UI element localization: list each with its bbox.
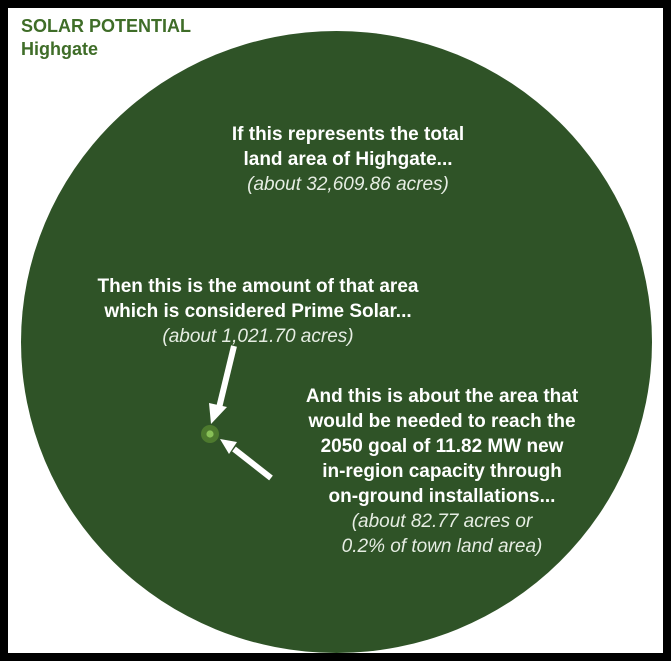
prime-solar-arrow-head — [209, 403, 227, 424]
circles-and-arrows — [201, 345, 273, 481]
prime-solar-label: Then this is the amount of that area whi… — [48, 274, 468, 349]
goal-area-arrow-shaft — [232, 446, 273, 481]
prime-solar-arrow-shaft — [216, 345, 237, 409]
prime-solar-note: (about 1,021.70 acres) — [162, 326, 354, 347]
title-block: SOLAR POTENTIAL Highgate — [21, 15, 191, 61]
goal-area-circle — [206, 430, 214, 438]
goal-area-line-5: on-ground installations... — [328, 486, 556, 507]
goal-area-line-2: would be needed to reach the — [308, 411, 576, 432]
goal-area-note-1: (about 82.77 acres or — [351, 511, 533, 532]
goal-area-line-1: And this is about the area that — [305, 386, 579, 407]
goal-area-label: And this is about the area that would be… — [242, 384, 642, 559]
total-area-line-1: If this represents the total — [231, 124, 465, 145]
total-area-note: (about 32,609.86 acres) — [247, 174, 449, 195]
total-area-line-2: land area of Highgate... — [243, 149, 453, 170]
town-name: Highgate — [21, 39, 99, 59]
goal-area-line-4: in-region capacity through — [322, 461, 562, 482]
total-area-label: If this represents the total land area o… — [178, 122, 518, 197]
solar-potential-panel: SOLAR POTENTIAL Highgate If this represe… — [8, 8, 663, 653]
prime-solar-line-2: which is considered Prime Solar... — [104, 301, 412, 322]
chart-title: SOLAR POTENTIAL — [21, 16, 191, 36]
total-land-area-circle — [21, 31, 652, 653]
prime-solar-line-1: Then this is the amount of that area — [97, 276, 419, 297]
goal-area-line-3: 2050 goal of 11.82 MW new — [320, 436, 564, 457]
goal-area-arrow-head — [220, 439, 237, 454]
goal-area-note-2: 0.2% of town land area) — [341, 536, 543, 557]
